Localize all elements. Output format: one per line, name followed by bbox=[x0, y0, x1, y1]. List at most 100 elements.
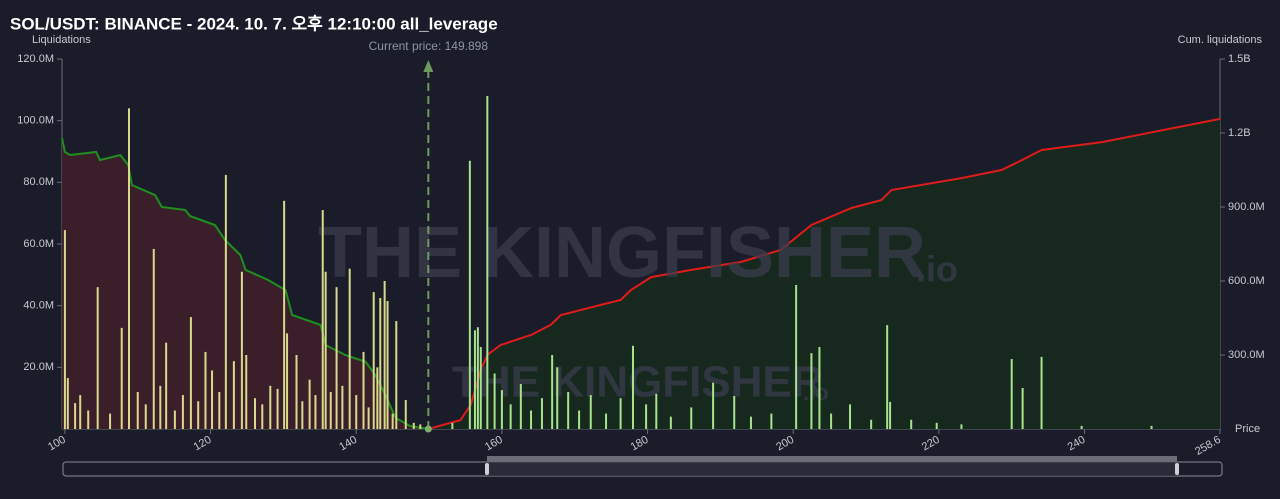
liquidation-bar bbox=[886, 325, 889, 429]
liquidation-bar bbox=[578, 410, 581, 429]
liquidation-bar bbox=[295, 355, 298, 429]
y2-tick-label: 300.0M bbox=[1228, 349, 1265, 361]
liquidation-bar bbox=[144, 404, 147, 429]
liquidation-bar bbox=[372, 292, 375, 429]
y-tick-label: 60.0M bbox=[23, 238, 54, 250]
y2-tick-label: 600.0M bbox=[1228, 275, 1265, 287]
slider-bar[interactable] bbox=[487, 456, 1177, 463]
liquidation-bar bbox=[669, 416, 672, 429]
liquidation-bar bbox=[63, 230, 66, 429]
liquidation-bar bbox=[152, 248, 155, 429]
slider-handle-right[interactable] bbox=[1175, 463, 1179, 475]
liquidation-bar bbox=[301, 401, 304, 429]
liquidation-bar bbox=[645, 404, 648, 429]
current-price-arrow bbox=[423, 60, 434, 72]
liquidation-bar bbox=[254, 398, 256, 429]
liquidation-bar bbox=[493, 373, 496, 429]
liquidation-bar bbox=[308, 379, 311, 429]
liquidation-bar bbox=[283, 200, 286, 429]
slider-window[interactable] bbox=[487, 462, 1177, 476]
liquidation-bar bbox=[500, 390, 503, 429]
liquidation-bar bbox=[889, 401, 892, 429]
liquidation-bar bbox=[589, 395, 592, 429]
y2-tick-label: 1.5B bbox=[1228, 53, 1251, 65]
slider-handle-left[interactable] bbox=[485, 463, 489, 475]
y2-tick-label: 900.0M bbox=[1228, 201, 1265, 213]
y-axis-label: Liquidations bbox=[32, 34, 91, 46]
chart-title: SOL/USDT: BINANCE - 2024. 10. 7. 오후 12:1… bbox=[10, 13, 498, 33]
liquidation-bar bbox=[655, 393, 658, 429]
x-axis-label: Price bbox=[1235, 423, 1260, 435]
liquidation-bar bbox=[362, 351, 365, 429]
liquidation-bar bbox=[335, 287, 338, 429]
watermark: THE KINGFISHER bbox=[318, 213, 926, 293]
liquidation-bar bbox=[619, 398, 622, 429]
liquidation-bar bbox=[1021, 387, 1024, 429]
liquidation-bar bbox=[181, 395, 184, 429]
liquidation-bar bbox=[120, 327, 123, 429]
y-tick-label: 40.0M bbox=[23, 300, 54, 312]
liquidation-bar bbox=[245, 355, 248, 429]
watermark-small-suffix: .io bbox=[803, 380, 829, 405]
liquidation-bar bbox=[391, 413, 394, 429]
liquidation-bar bbox=[830, 413, 833, 429]
liquidation-bar bbox=[810, 353, 813, 429]
liquidation-bar bbox=[240, 271, 243, 429]
liquidation-bar bbox=[479, 346, 482, 429]
liquidation-bar bbox=[404, 400, 407, 429]
liquidation-bar bbox=[733, 396, 736, 429]
y2-axis-label: Cum. liquidations bbox=[1178, 34, 1263, 46]
liquidation-bar bbox=[136, 392, 139, 429]
liquidation-bar bbox=[376, 367, 379, 429]
liquidation-bar bbox=[96, 287, 99, 429]
liquidation-bar bbox=[355, 395, 358, 429]
liquidation-bar bbox=[218, 392, 221, 429]
liquidation-bar bbox=[1010, 359, 1013, 429]
liquidation-bar bbox=[232, 361, 235, 429]
liquidation-bar bbox=[109, 413, 112, 429]
liquidation-bar bbox=[314, 395, 317, 429]
liquidation-bar bbox=[204, 351, 207, 429]
liquidation-bar bbox=[341, 385, 344, 429]
liquidation-bar bbox=[509, 404, 512, 429]
liquidation-bar bbox=[849, 404, 852, 429]
liquidation-bar bbox=[87, 410, 90, 429]
liquidation-bar bbox=[935, 422, 938, 429]
liquidation-bar bbox=[321, 210, 324, 429]
watermark-suffix: .io bbox=[916, 249, 958, 290]
liquidation-bar bbox=[476, 327, 479, 429]
zoom-slider[interactable] bbox=[62, 456, 1223, 477]
liquidation-bar bbox=[486, 96, 489, 429]
current-price-dot bbox=[424, 425, 432, 433]
liquidation-bar bbox=[795, 285, 798, 429]
liquidation-bar bbox=[1080, 425, 1083, 429]
liquidation-bar bbox=[556, 367, 559, 429]
liquidation-bar bbox=[870, 419, 873, 429]
liquidation-bar bbox=[1150, 425, 1153, 429]
liquidation-bar bbox=[197, 401, 200, 429]
liquidation-bar bbox=[211, 370, 214, 429]
cum-line bbox=[61, 137, 429, 430]
liquidation-bar bbox=[395, 321, 398, 429]
liquidation-bar bbox=[348, 268, 351, 429]
liquidation-bar bbox=[451, 422, 454, 429]
liquidation-bar bbox=[269, 385, 272, 429]
liquidation-bar bbox=[261, 404, 264, 429]
liquidation-bar bbox=[749, 416, 752, 429]
liquidation-bar bbox=[530, 410, 533, 429]
liquidation-bar bbox=[128, 108, 131, 429]
liquidation-bar bbox=[386, 301, 389, 429]
liquidation-bar bbox=[379, 297, 382, 429]
liquidation-bar bbox=[165, 342, 168, 429]
liquidation-bar bbox=[383, 281, 386, 429]
liquidation-bar bbox=[276, 388, 279, 429]
liquidation-bar bbox=[159, 385, 162, 429]
liquidation-bar bbox=[367, 407, 370, 429]
liquidation-bar bbox=[468, 160, 471, 429]
y-tick-label: 120.0M bbox=[17, 53, 54, 65]
current-price-label: Current price: 149.898 bbox=[369, 39, 489, 53]
watermark-layer: THE KINGFISHER .io THE KINGFISHER .io bbox=[318, 213, 958, 407]
liquidation-bar bbox=[567, 392, 570, 429]
